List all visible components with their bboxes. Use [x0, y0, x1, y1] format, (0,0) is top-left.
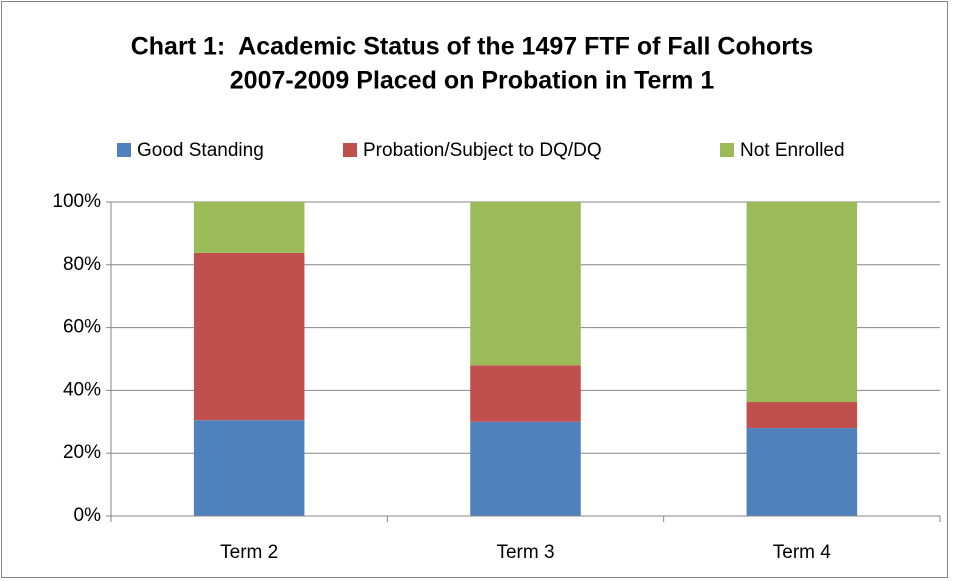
- bar-segment: [746, 202, 858, 403]
- x-tick-label: Term 2: [220, 542, 278, 563]
- legend-swatch: [343, 143, 357, 157]
- bar-segment: [746, 402, 858, 429]
- y-tick-label: 40%: [63, 379, 101, 400]
- bar-segment: [470, 365, 581, 422]
- bar-segment: [470, 202, 581, 366]
- y-tick-label: 80%: [63, 254, 101, 275]
- chart-title: Chart 1: Academic Status of the 1497 FTF…: [131, 33, 814, 61]
- bar-segment: [193, 252, 305, 421]
- legend-swatch: [720, 143, 734, 157]
- legend-label: Good Standing: [137, 140, 264, 161]
- x-tick-label: Term 3: [496, 542, 554, 563]
- bar-segment: [193, 202, 305, 253]
- bar-segment: [746, 428, 858, 516]
- y-tick-label: 20%: [63, 442, 101, 463]
- legend-label: Probation/Subject to DQ/DQ: [363, 140, 602, 161]
- bar-segment: [193, 420, 305, 516]
- y-tick-label: 0%: [74, 505, 102, 526]
- chart-title: 2007-2009 Placed on Probation in Term 1: [230, 67, 715, 95]
- y-tick-label: 60%: [63, 317, 101, 338]
- legend-swatch: [117, 143, 131, 157]
- legend-label: Not Enrolled: [740, 140, 845, 161]
- x-tick-label: Term 4: [773, 542, 832, 563]
- bar-segment: [470, 421, 581, 516]
- y-tick-label: 100%: [52, 191, 101, 212]
